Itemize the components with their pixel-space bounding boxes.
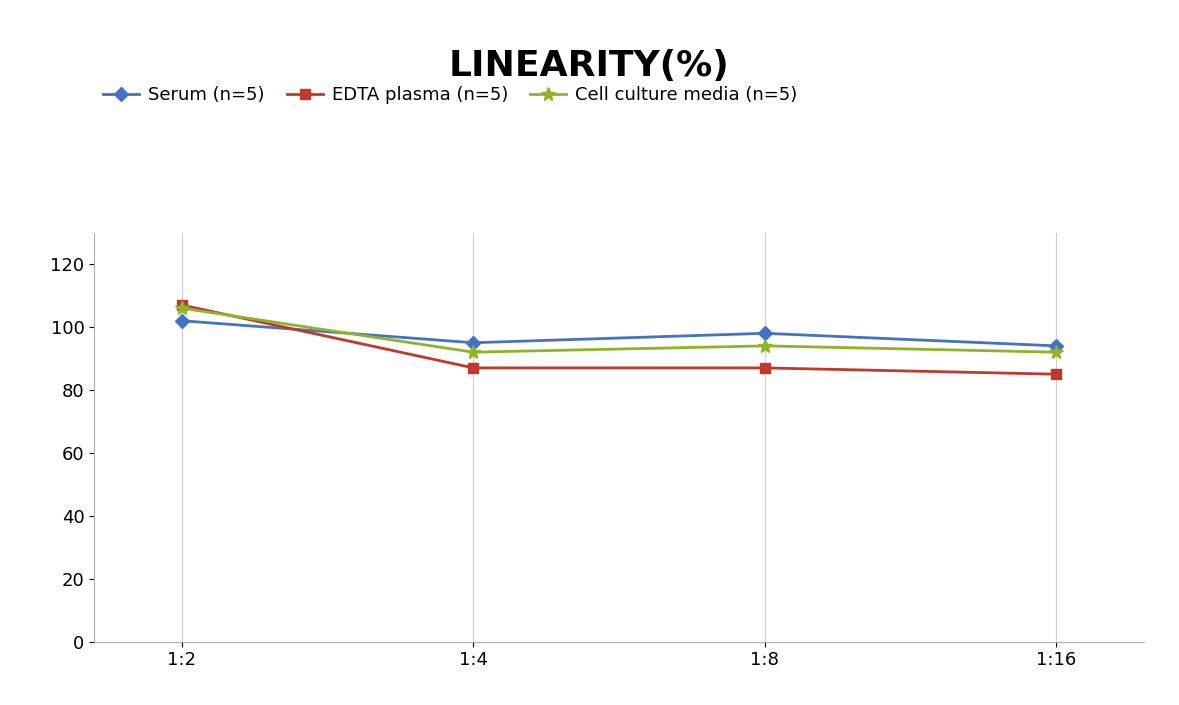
Legend: Serum (n=5), EDTA plasma (n=5), Cell culture media (n=5): Serum (n=5), EDTA plasma (n=5), Cell cul…	[104, 86, 797, 104]
Cell culture media (n=5)	[174, 304, 189, 312]
Serum (n=5)	[1049, 342, 1063, 350]
Cell culture media (n=5)	[1049, 348, 1063, 357]
Line: Cell culture media (n=5): Cell culture media (n=5)	[174, 301, 1063, 359]
Text: LINEARITY(%): LINEARITY(%)	[449, 49, 730, 83]
Serum (n=5)	[174, 317, 189, 325]
EDTA plasma (n=5)	[174, 301, 189, 309]
Serum (n=5)	[758, 329, 772, 338]
EDTA plasma (n=5)	[466, 364, 480, 372]
Line: Serum (n=5): Serum (n=5)	[177, 316, 1061, 351]
Cell culture media (n=5)	[758, 342, 772, 350]
Serum (n=5)	[466, 338, 480, 347]
EDTA plasma (n=5)	[1049, 370, 1063, 379]
Cell culture media (n=5)	[466, 348, 480, 357]
Line: EDTA plasma (n=5): EDTA plasma (n=5)	[177, 300, 1061, 379]
EDTA plasma (n=5)	[758, 364, 772, 372]
